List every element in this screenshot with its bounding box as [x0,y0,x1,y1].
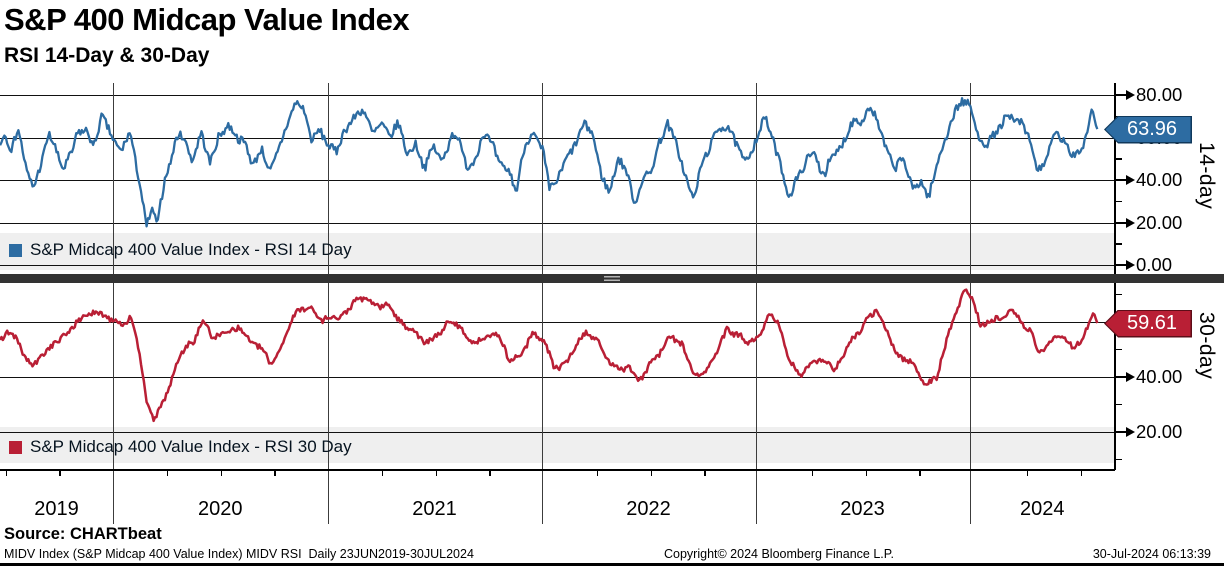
x-tick-label: 2021 [412,498,457,520]
gridline-h [0,95,1115,96]
y-minor-tick [1115,348,1122,351]
gridline-year [327,83,329,524]
footer-source: Source: CHARTbeat [4,525,162,543]
rsi14-legend-marker-icon [9,243,22,257]
y-tick-arrow-icon [1126,260,1135,270]
x-minor-tick [59,470,61,476]
gridline-h [0,432,1115,433]
x-axis-line [0,469,1115,471]
panel30-axis-label: 30-day [1195,312,1218,380]
x-minor-tick [435,470,437,476]
y-major-tick [1115,94,1127,96]
legend-item-rsi30[interactable]: S&P Midcap 400 Value Index - RSI 30 Day [9,437,352,457]
rsi14-line [0,97,1099,228]
divider-grip-icon [604,275,620,282]
y-tick-arrow-icon [1126,217,1135,228]
gridline-h [0,265,1115,266]
footer-description: MIDV Index (S&P Midcap 400 Value Index) … [4,547,474,561]
y-tick-arrow-icon [1126,372,1135,382]
y-minor-tick [1115,403,1122,406]
x-minor-tick [166,470,169,476]
rsi14-last-value: 63.96 [1105,117,1191,142]
y-major-tick [1115,264,1127,266]
chart-title: S&P 400 Midcap Value Index [4,2,410,37]
x-minor-tick [811,470,814,476]
x-minor-tick [1080,470,1082,476]
y-tick-label: 40.00 [1136,169,1183,190]
y-tick-arrow-icon [1126,427,1135,437]
y-tick-label: 0.00 [1136,254,1173,275]
chart-subtitle: RSI 14-Day & 30-Day [4,44,210,67]
y-minor-tick [1115,293,1122,296]
x-minor-tick [220,470,222,476]
x-tick-label: 2019 [34,498,79,520]
y-minor-tick [1115,200,1122,202]
y-major-tick [1115,221,1127,224]
legend-band-rsi14 [0,233,1115,270]
legend-band-rsi30 [0,427,1115,463]
gridline-year [113,83,114,524]
x-minor-tick [381,470,384,476]
rsi14-last-value-badge: 63.96 [1104,115,1192,144]
x-minor-tick [650,470,652,476]
y-tick-label: 20.00 [1136,211,1183,233]
y-tick-label: 40.00 [1136,366,1183,387]
y-minor-tick [1115,458,1122,461]
legend-item-rsi14[interactable]: S&P Midcap 400 Value Index - RSI 14 Day [9,240,352,260]
x-tick-label: 2022 [626,498,671,520]
rsi30-legend-label: S&P Midcap 400 Value Index - RSI 30 Day [30,437,352,456]
gridline-year [969,83,971,524]
y-major-tick [1115,431,1127,433]
rsi14-legend-label: S&P Midcap 400 Value Index - RSI 14 Day [30,240,352,259]
x-minor-tick [5,470,7,476]
x-tick-label: 2024 [1020,498,1065,520]
y-major-tick [1115,376,1127,378]
rsi30-last-value: 59.61 [1105,311,1191,336]
gridline-h [0,322,1115,323]
x-minor-tick [704,470,706,476]
x-minor-tick [865,470,867,476]
y-tick-label: 20.00 [1136,421,1183,442]
bottom-border [0,563,1224,566]
x-tick-label: 2020 [198,498,243,520]
x-minor-tick [596,470,599,476]
y-minor-tick [1115,243,1122,245]
rsi30-legend-marker-icon [9,440,22,454]
x-minor-tick [919,470,921,476]
gridline-year [541,83,543,524]
y-tick-label: 80.00 [1136,84,1183,105]
y-tick-arrow-icon [1126,90,1135,100]
panel-divider[interactable] [0,274,1224,283]
rsi30-line [0,288,1099,423]
y-major-tick [1115,179,1127,181]
x-minor-tick [1026,470,1029,476]
gridline-h [0,137,1115,139]
footer-copyright: Copyright© 2024 Bloomberg Finance L.P. [664,547,894,561]
rsi30-last-value-badge: 59.61 [1104,309,1192,338]
y-minor-tick [1115,158,1122,160]
y-tick-arrow-icon [1126,175,1135,185]
gridline-year [755,83,757,524]
x-tick-label: 2023 [840,498,885,520]
gridline-h [0,222,1115,224]
x-minor-tick [274,470,276,476]
panel14-axis-label: 14-day [1195,142,1218,210]
x-minor-tick [489,470,491,476]
footer-timestamp: 30-Jul-2024 06:13:39 [1092,547,1211,561]
gridline-h [0,377,1115,378]
